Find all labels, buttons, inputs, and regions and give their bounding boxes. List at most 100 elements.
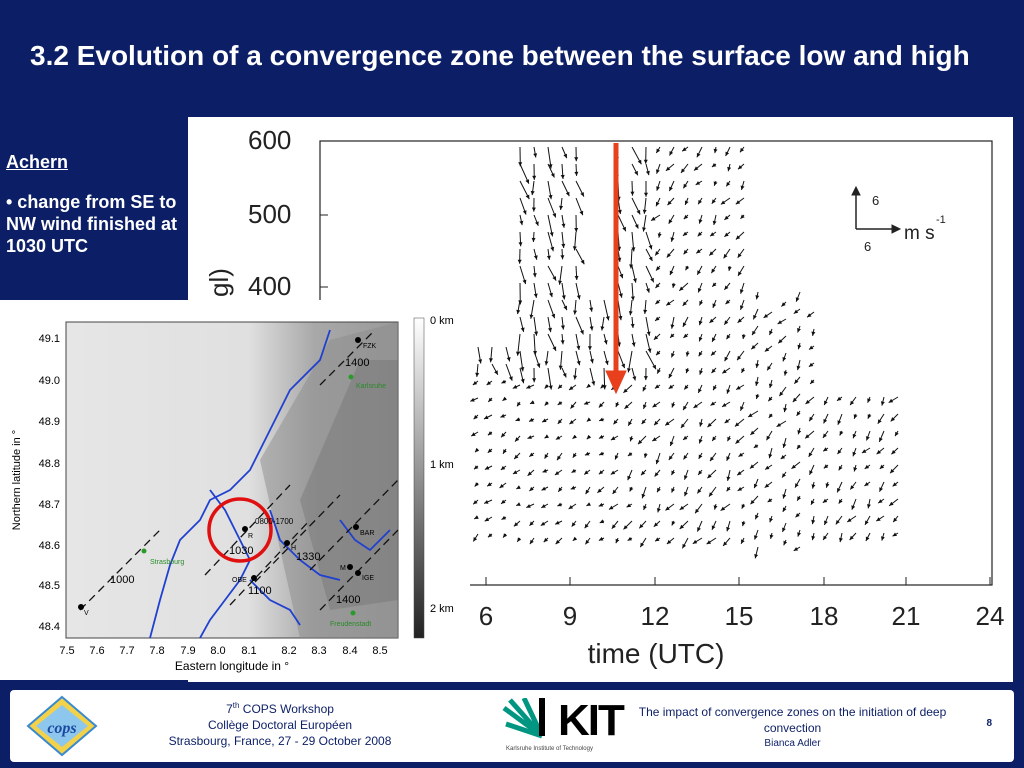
- wind-vector-head: [795, 297, 800, 302]
- wind-vector-head: [665, 421, 670, 426]
- wind-vector-head: [755, 381, 759, 386]
- wind-vector-head: [811, 500, 815, 505]
- wind-vector-head: [835, 520, 840, 525]
- time-label: 1330: [296, 551, 320, 563]
- wind-vector-head: [484, 500, 489, 504]
- wind-vector-head: [738, 452, 743, 457]
- wind-vector-head: [670, 333, 675, 338]
- wind-vector-head: [720, 200, 726, 205]
- wind-vector-head: [668, 384, 674, 389]
- wind-vector-head: [641, 419, 646, 425]
- wind-vector-head: [713, 148, 718, 154]
- wind-vector-head: [782, 494, 787, 499]
- wind-vector-head: [726, 389, 731, 394]
- wind-vector-head: [879, 464, 885, 469]
- wind-vector-head: [623, 525, 628, 530]
- wind-vector-head: [628, 421, 632, 426]
- wind-vector-head: [665, 166, 671, 171]
- wind-vector-head: [529, 486, 534, 491]
- wind-vector-head: [866, 436, 870, 441]
- wind-vector-head: [643, 453, 648, 458]
- wind-vector-head: [825, 483, 830, 488]
- wind-vector-head: [516, 502, 521, 506]
- wind-vector-head: [782, 473, 786, 478]
- wind-vector-head: [782, 507, 787, 512]
- wind-vector-head: [598, 470, 604, 475]
- wind-vector-head: [725, 299, 730, 305]
- wind-vector-head: [684, 385, 689, 390]
- wind-vector-head: [713, 385, 717, 391]
- wind-vector-head: [811, 484, 816, 489]
- wind-vector-head: [683, 333, 688, 338]
- wind-vector-head: [795, 513, 800, 518]
- wind-vector-head: [709, 251, 714, 256]
- wind-vector-head: [517, 259, 522, 264]
- wind-profile-svg: 600 500 400 gl) 6 9 12 15 18 21 24 time …: [204, 125, 1005, 669]
- wind-vector-head: [500, 413, 505, 418]
- station-heading: Achern: [6, 152, 69, 172]
- wind-vector-head: [768, 383, 773, 388]
- wind-vector-head: [669, 441, 674, 446]
- wind-vector-head: [508, 376, 513, 381]
- wind-vector-head: [768, 453, 773, 459]
- wind-vector-head: [655, 300, 660, 305]
- wind-vector-head: [791, 464, 796, 469]
- black-forest-relief: [260, 322, 398, 638]
- wind-vector-head: [696, 249, 701, 254]
- wind-vector-head: [636, 209, 641, 215]
- wind-vector-head: [516, 485, 521, 489]
- wind-vector-head: [706, 540, 712, 545]
- wind-vector-head: [837, 488, 841, 493]
- wind-vector-head: [558, 384, 563, 389]
- wind-vector-head: [734, 422, 740, 427]
- wind-vector-head: [599, 417, 604, 422]
- x-tick-label: 24: [976, 601, 1005, 631]
- wind-vector-head: [667, 200, 672, 206]
- wind-vector-head: [727, 166, 732, 172]
- wind-vector-head: [888, 398, 894, 403]
- wind-vector-head: [754, 535, 758, 540]
- wind-vector-head: [877, 419, 882, 424]
- wind-vector-head: [627, 452, 633, 456]
- y-tick-label: 500: [248, 199, 291, 229]
- wind-vector-head: [749, 464, 755, 469]
- wind-vector-head: [795, 483, 799, 488]
- wind-vector-head: [838, 499, 843, 504]
- wind-vector-head: [604, 360, 609, 365]
- wind-vector-head: [693, 404, 698, 408]
- wind-vector-head: [544, 384, 549, 389]
- x-tick-label: 21: [892, 601, 921, 631]
- wind-vector-head: [512, 470, 518, 474]
- wind-vector-head: [473, 500, 478, 505]
- wind-vector-head: [713, 505, 718, 510]
- lon-tick: 7.7: [119, 645, 134, 657]
- lon-tick: 7.5: [59, 645, 74, 657]
- wind-vector-head: [811, 535, 816, 541]
- wind-vector-head: [484, 517, 490, 522]
- wind-vector-head: [850, 485, 855, 490]
- highlight-circle: [207, 497, 273, 563]
- wind-vector-head: [520, 327, 525, 332]
- wind-vector-head: [572, 246, 577, 251]
- wind-vector-head: [879, 487, 883, 492]
- wind-vector-head: [645, 170, 650, 176]
- wind-vector-head: [655, 316, 660, 321]
- wind-vector-head: [890, 417, 895, 422]
- lat-tick: 48.7: [39, 499, 60, 511]
- wind-vector-head: [724, 285, 729, 290]
- lon-tick: 8.2: [281, 645, 296, 657]
- wind-vector-head: [837, 396, 842, 401]
- wind-vector-head: [892, 482, 897, 487]
- wind-vector-head: [519, 220, 524, 226]
- x-tick-label: 6: [479, 601, 493, 631]
- wind-vector-head: [893, 517, 898, 523]
- wind-vector-head: [710, 401, 715, 406]
- wind-vector-head: [739, 289, 744, 294]
- wind-vector-head: [600, 326, 605, 331]
- wind-vector-head: [697, 232, 702, 237]
- wind-vector-head: [853, 414, 858, 419]
- wind-vector-head: [726, 334, 731, 340]
- wind-vector-head: [712, 303, 717, 308]
- towns: [141, 374, 356, 616]
- wind-vector-head: [741, 504, 746, 509]
